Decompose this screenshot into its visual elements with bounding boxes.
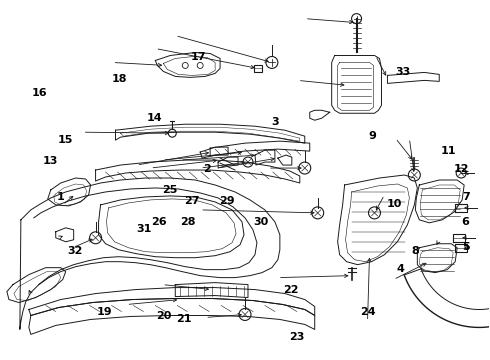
Text: 18: 18	[111, 74, 127, 84]
Text: 25: 25	[162, 185, 177, 195]
Text: 17: 17	[191, 52, 206, 62]
Text: 21: 21	[176, 314, 191, 324]
Text: 23: 23	[289, 332, 305, 342]
Text: 26: 26	[151, 217, 167, 227]
Text: 2: 2	[203, 163, 211, 174]
Text: 13: 13	[43, 156, 58, 166]
Text: 28: 28	[181, 217, 196, 227]
Text: 4: 4	[396, 264, 404, 274]
Text: 22: 22	[283, 285, 299, 296]
Text: 27: 27	[185, 196, 200, 206]
Text: 5: 5	[462, 242, 469, 252]
Text: 8: 8	[411, 246, 419, 256]
Text: 29: 29	[220, 196, 235, 206]
Bar	[254, 65, 262, 72]
Text: 19: 19	[97, 307, 112, 317]
Text: 6: 6	[462, 217, 469, 227]
Text: 10: 10	[387, 199, 402, 210]
Text: 9: 9	[368, 131, 376, 141]
Text: 20: 20	[156, 311, 172, 320]
Text: 3: 3	[271, 117, 279, 127]
Text: 11: 11	[440, 145, 456, 156]
Text: 30: 30	[253, 217, 269, 227]
Text: 14: 14	[147, 113, 162, 123]
Text: 15: 15	[58, 135, 73, 145]
Text: 33: 33	[395, 67, 411, 77]
Text: 16: 16	[31, 88, 47, 98]
Text: 7: 7	[462, 192, 469, 202]
Text: 1: 1	[57, 192, 64, 202]
Text: 31: 31	[137, 225, 152, 234]
Text: 12: 12	[454, 163, 469, 174]
Text: 24: 24	[360, 307, 376, 317]
Text: 32: 32	[68, 246, 83, 256]
